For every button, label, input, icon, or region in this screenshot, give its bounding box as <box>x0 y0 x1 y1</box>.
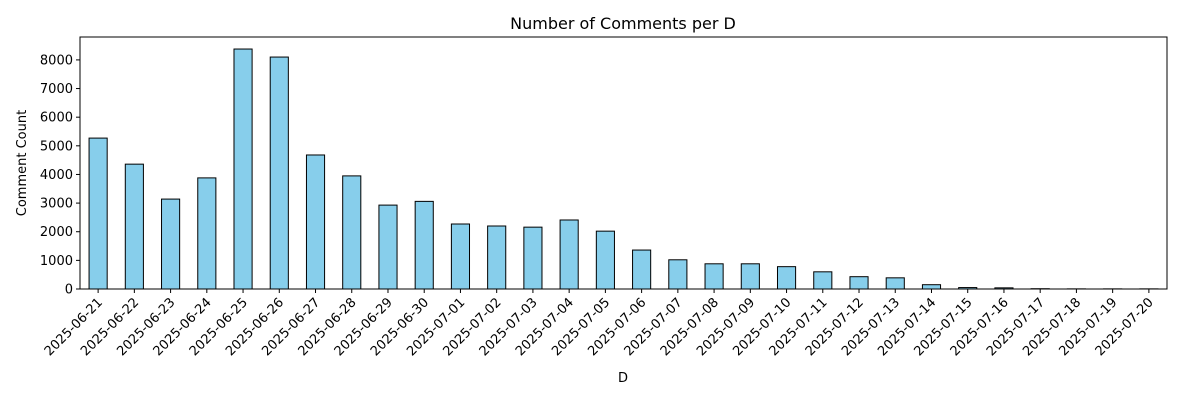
y-tick-label: 4000 <box>40 168 73 183</box>
y-tick-label: 6000 <box>40 111 73 126</box>
bar-2025-06-21 <box>88 137 108 290</box>
x-axis: 2025-06-212025-06-222025-06-232025-06-24… <box>42 289 1157 359</box>
y-axis-title: Comment Count <box>15 110 30 216</box>
bar-2025-07-11 <box>813 271 833 290</box>
bar-2025-07-10 <box>776 266 797 290</box>
bars-group <box>88 48 1159 290</box>
bar-2025-06-25 <box>233 48 253 290</box>
bar-2025-07-14 <box>921 284 942 290</box>
bar-2025-07-06 <box>632 249 652 290</box>
y-tick-label: 1000 <box>40 254 73 269</box>
bar-2025-06-24 <box>197 177 217 290</box>
plot-frame <box>79 36 1168 290</box>
bar-2025-07-09 <box>740 263 760 290</box>
bar-2025-07-05 <box>595 230 615 290</box>
bar-2025-06-22 <box>124 163 144 290</box>
bar-2025-07-02 <box>487 225 507 290</box>
y-axis: 0 1000 2000 3000 4000 5000 6000 7000 8000 <box>40 53 80 298</box>
y-tick-label: 2000 <box>40 225 73 240</box>
bar-2025-07-12 <box>849 276 869 290</box>
bar-2025-06-28 <box>342 175 362 290</box>
bar-2025-06-23 <box>161 198 181 290</box>
bar-2025-07-07 <box>668 259 688 290</box>
chart-title: Number of Comments per D <box>510 14 736 33</box>
bar-2025-07-13 <box>885 277 905 290</box>
y-tick-label: 5000 <box>40 139 73 154</box>
bar-2025-06-26 <box>269 56 289 290</box>
y-tick-label: 0 <box>65 283 73 298</box>
bar-2025-07-03 <box>523 226 543 290</box>
bar-2025-06-27 <box>305 154 326 290</box>
y-tick-label: 8000 <box>40 53 73 68</box>
y-tick-label: 3000 <box>40 197 73 212</box>
x-axis-title: D <box>618 371 628 386</box>
bar-2025-07-08 <box>704 263 724 290</box>
bar-2025-06-30 <box>414 200 434 290</box>
bar-2025-07-01 <box>450 223 471 290</box>
y-tick-label: 7000 <box>40 82 73 97</box>
bar-2025-07-04 <box>559 219 579 290</box>
bar-2025-06-29 <box>378 204 398 290</box>
